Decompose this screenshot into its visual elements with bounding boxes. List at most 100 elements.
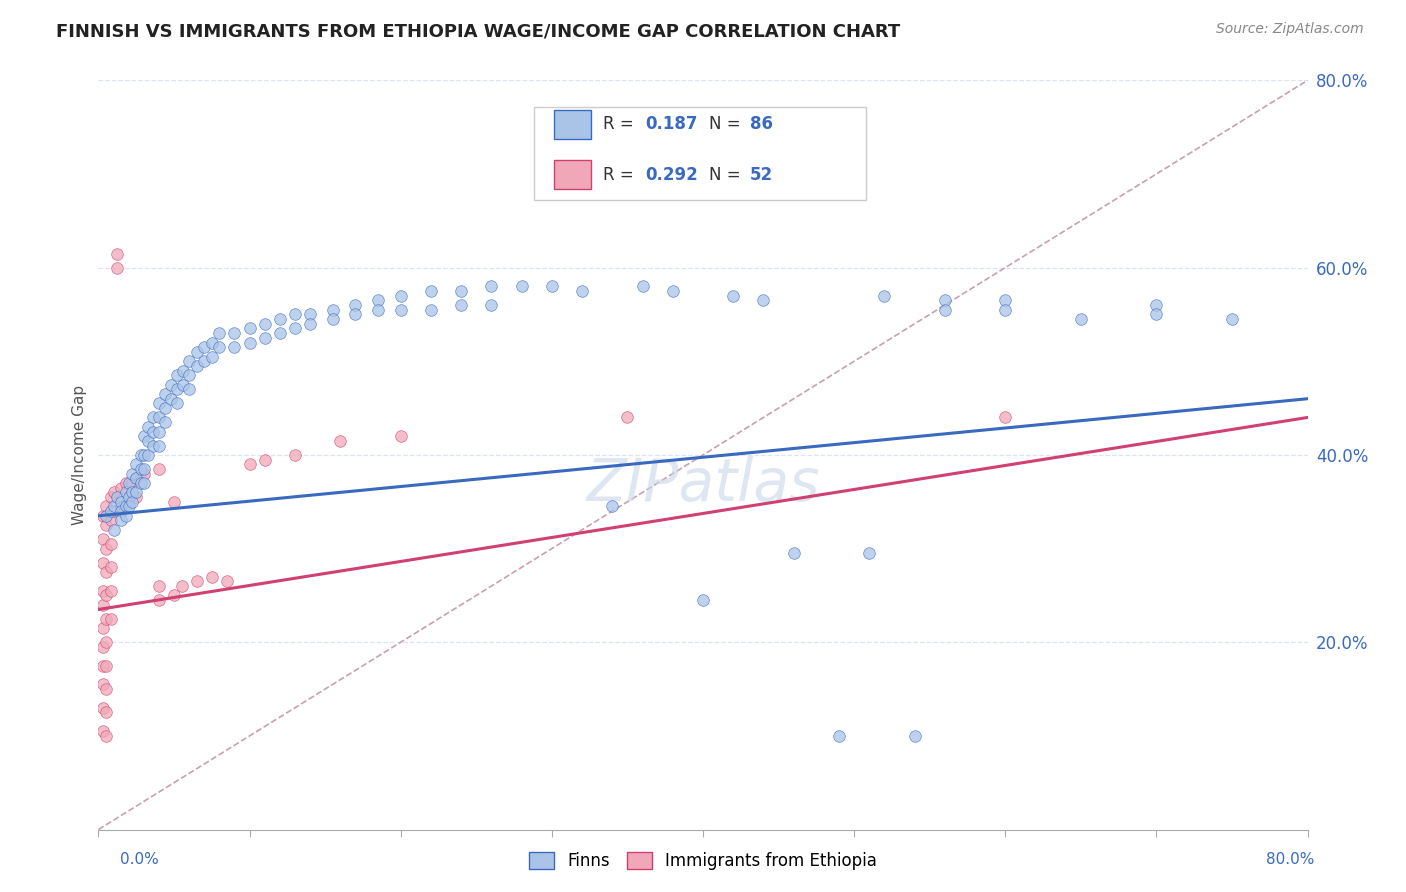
Point [148,425,170,439]
Point [100,514,122,528]
Point [94,518,117,533]
Point [91,598,114,612]
Point [132,462,155,476]
Point [132,476,155,491]
Point [179,382,201,396]
Point [284,307,307,321]
Text: 0.292: 0.292 [645,166,697,184]
Point [873,289,896,303]
Point [201,570,224,584]
Point [100,537,122,551]
Point [110,481,132,495]
Point [94,541,117,556]
Point [299,317,322,331]
Point [132,467,155,481]
Text: Source: ZipAtlas.com: Source: ZipAtlas.com [1216,22,1364,37]
Point [114,476,136,491]
Point [239,321,262,335]
Point [148,579,170,593]
Point [253,452,276,467]
Point [540,279,562,293]
Point [783,546,806,560]
Point [142,439,165,453]
Point [103,504,125,518]
Point [602,500,624,514]
Point [91,532,114,546]
Point [91,583,114,598]
Point [661,284,683,298]
Point [661,157,683,171]
Text: R =: R = [603,115,638,134]
Point [166,382,188,396]
Point [166,368,188,383]
Point [186,344,208,359]
Point [148,396,170,410]
Point [253,331,276,345]
Point [91,621,114,635]
Point [571,284,593,298]
Point [125,471,148,485]
Point [110,500,132,514]
Point [121,467,143,481]
Point [215,574,238,589]
Point [91,677,114,691]
Point [450,284,472,298]
Text: 86: 86 [751,115,773,134]
Point [224,326,246,340]
Text: 0.187: 0.187 [645,115,697,134]
Point [239,335,262,350]
Point [481,279,503,293]
Text: FINNISH VS IMMIGRANTS FROM ETHIOPIA WAGE/INCOME GAP CORRELATION CHART: FINNISH VS IMMIGRANTS FROM ETHIOPIA WAGE… [56,22,900,40]
Point [510,279,533,293]
Point [186,574,208,589]
Point [179,354,201,368]
Point [94,589,117,603]
Point [125,457,148,471]
Point [91,640,114,654]
Point [94,682,117,697]
Point [160,377,183,392]
Point [148,462,170,476]
Point [858,546,880,560]
Point [91,508,114,523]
Point [172,364,194,378]
Point [91,724,114,739]
Point [132,429,155,443]
Point [118,500,141,514]
FancyBboxPatch shape [534,106,866,200]
Point [616,410,638,425]
Point [132,448,155,462]
Point [118,476,141,491]
Point [148,593,170,607]
Point [322,302,344,317]
Point [148,410,170,425]
Point [1070,312,1092,326]
Text: N =: N = [709,115,747,134]
Point [100,612,122,626]
Point [420,284,443,298]
Point [136,448,159,462]
Point [284,448,307,462]
Point [389,429,412,443]
Text: N =: N = [709,166,747,184]
Point [118,490,141,504]
Point [450,298,472,312]
Point [420,302,443,317]
Point [105,260,128,275]
FancyBboxPatch shape [554,161,591,189]
Point [322,312,344,326]
Point [100,504,122,518]
Point [148,439,170,453]
Point [269,326,291,340]
Point [125,471,148,485]
Point [129,448,152,462]
Point [103,485,125,500]
Point [481,298,503,312]
Point [284,321,307,335]
Point [94,500,117,514]
Point [166,396,188,410]
Text: ZIPatlas: ZIPatlas [586,457,820,514]
Point [224,340,246,354]
Point [129,462,152,476]
Point [153,415,176,429]
